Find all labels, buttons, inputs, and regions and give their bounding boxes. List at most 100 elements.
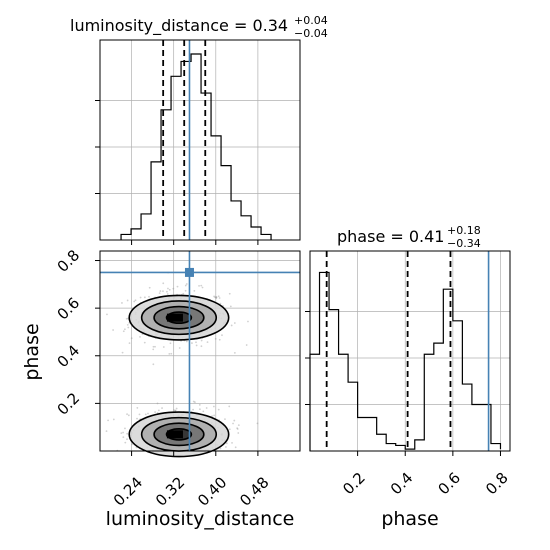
scatter-point	[148, 286, 151, 289]
title-luminosity-distance-minus: −0.04	[294, 27, 328, 40]
x-axis-label-phase: phase	[381, 508, 438, 530]
scatter-point	[154, 411, 157, 413]
density-peak	[166, 313, 183, 322]
scatter-point	[121, 302, 123, 304]
panel-frame	[309, 250, 511, 452]
y-tick-label-phase: 0.8	[54, 246, 84, 276]
scatter-point	[162, 290, 164, 293]
x-axis-label-luminosity-distance: luminosity_distance	[106, 508, 295, 530]
scatter-point	[233, 419, 236, 422]
contour-line	[165, 427, 193, 441]
scatter-point	[124, 441, 127, 444]
x-tick-label-phase: 0.2	[339, 469, 369, 499]
title-luminosity-distance-plus: +0.04	[294, 14, 328, 27]
scatter-point	[143, 296, 146, 299]
2d-density-panel	[95, 250, 301, 458]
scatter-point	[148, 295, 150, 298]
scatter-point	[185, 340, 188, 343]
scatter-point	[170, 352, 173, 355]
scatter-point	[215, 296, 218, 299]
scatter-point	[105, 430, 108, 433]
y-tick-label-phase: 0.6	[54, 294, 84, 324]
scatter-point	[147, 412, 149, 415]
scatter-point	[193, 289, 196, 292]
scatter-point	[237, 432, 240, 434]
scatter-point	[236, 428, 239, 430]
scatter-point	[126, 324, 129, 326]
scatter-point	[120, 432, 123, 435]
scatter-point	[138, 413, 141, 416]
scatter-point	[166, 293, 169, 295]
contour-line	[165, 311, 193, 325]
scatter-point	[156, 402, 159, 405]
x-tick-label-phase: 0.8	[482, 469, 512, 499]
scatter-point	[175, 407, 178, 410]
x-tick-label-luminosity-distance: 0.40	[194, 473, 230, 509]
scatter-point	[169, 342, 172, 345]
scatter-point	[122, 431, 125, 434]
scatter-point	[139, 296, 142, 299]
scatter-point	[123, 328, 126, 331]
scatter-point	[236, 427, 239, 430]
panel-frame	[99, 39, 301, 241]
scatter-point	[228, 405, 231, 408]
title-phase-minus: −0.34	[447, 237, 481, 250]
scatter-point	[199, 408, 201, 411]
histogram-step-line	[120, 53, 272, 240]
scatter-point	[122, 436, 125, 439]
scatter-point	[200, 339, 203, 342]
scatter-point	[184, 289, 187, 292]
scatter-point	[152, 363, 155, 366]
scatter-point	[198, 403, 201, 406]
scatter-point	[107, 419, 109, 422]
scatter-point	[172, 409, 175, 411]
scatter-point	[214, 296, 217, 299]
scatter-point	[228, 428, 231, 431]
scatter-point	[202, 410, 205, 413]
scatter-point	[206, 341, 209, 343]
scatter-point	[215, 297, 218, 300]
contour-line	[153, 305, 205, 330]
x-tick-label-luminosity-distance: 0.48	[236, 473, 272, 509]
scatter-point	[195, 344, 198, 347]
y-axis-label-phase: phase	[21, 323, 43, 380]
x-tick-label-luminosity-distance: 0.32	[152, 473, 188, 509]
scatter-point	[212, 405, 215, 408]
scatter-point	[124, 427, 126, 430]
scatter-point	[112, 329, 115, 331]
panel-frame	[99, 250, 301, 452]
scatter-point	[126, 299, 129, 302]
scatter-point	[122, 330, 125, 333]
y-tick-label-phase: 0.4	[54, 341, 84, 371]
scatter-point	[214, 296, 217, 299]
scatter-point	[185, 283, 188, 285]
title-luminosity-distance: luminosity_distance = 0.34	[70, 16, 288, 36]
scatter-point	[168, 288, 171, 291]
scatter-point	[225, 446, 227, 448]
scatter-point	[219, 447, 222, 450]
scatter-point	[152, 345, 155, 348]
x-tick-label-phase: 0.6	[435, 469, 465, 499]
scatter-point	[228, 292, 231, 295]
scatter-point	[130, 337, 133, 340]
scatter-point	[229, 305, 232, 308]
title-phase-plus: +0.18	[447, 224, 481, 237]
scatter-point	[184, 284, 187, 287]
scatter-point	[127, 326, 130, 329]
scatter-point	[200, 284, 203, 287]
scatter-point	[230, 324, 233, 327]
scatter-point	[168, 352, 171, 355]
scatter-point	[214, 337, 217, 340]
scatter-point	[131, 443, 133, 446]
scatter-point	[162, 282, 165, 285]
title-phase: phase = 0.41	[337, 227, 444, 246]
scatter-point	[256, 422, 259, 425]
scatter-point	[178, 347, 181, 349]
scatter-point	[112, 418, 115, 421]
scatter-point	[218, 297, 221, 299]
scatter-point	[152, 348, 155, 351]
scatter-point	[133, 300, 136, 303]
scatter-point	[192, 408, 194, 411]
scatter-point	[166, 290, 168, 293]
scatter-point	[232, 422, 234, 425]
